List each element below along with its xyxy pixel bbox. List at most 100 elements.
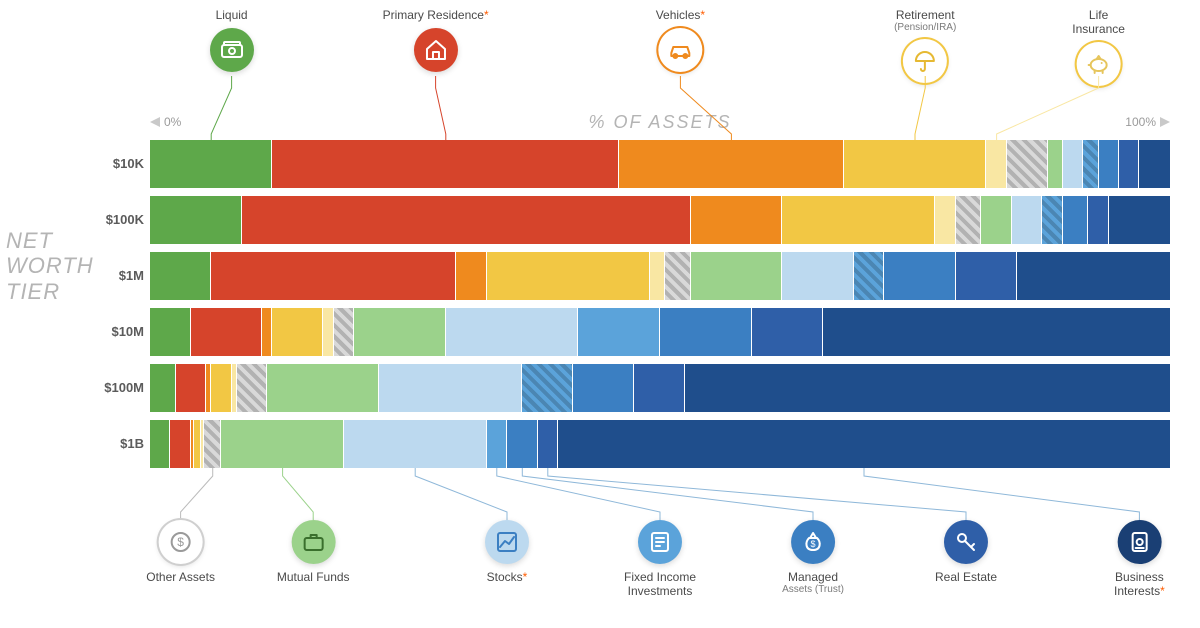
bar-row: $10K (150, 140, 1170, 188)
seg-other_hatch_base (334, 308, 354, 356)
svg-text:$: $ (810, 539, 815, 549)
seg-real_estate (956, 252, 1017, 300)
bar-row: $1M (150, 252, 1170, 300)
seg-stocks (1063, 140, 1083, 188)
seg-fixed_income (854, 252, 885, 300)
seg-fixed_income (522, 364, 573, 412)
seg-primary_residence (176, 364, 207, 412)
row-label: $1M (100, 268, 144, 283)
car-icon (658, 28, 702, 72)
seg-mutual_funds (1048, 140, 1063, 188)
svg-text:$: $ (177, 535, 184, 549)
cert-icon (638, 520, 682, 564)
seg-liquid (150, 308, 191, 356)
key-icon (944, 520, 988, 564)
seg-real_estate (634, 364, 685, 412)
piggy-icon (1077, 42, 1121, 86)
legend-label: Business Interests* (1114, 570, 1165, 598)
seg-other_hatch_base (665, 252, 691, 300)
arrow-left-icon (150, 117, 160, 127)
legend-vehicles: Vehicles* (656, 8, 705, 72)
x-axis: 0% % OF ASSETS 100% (150, 110, 1170, 134)
seg-other_hatch_base (956, 196, 982, 244)
seg-mutual_funds (267, 364, 379, 412)
seg-retirement (272, 308, 323, 356)
legend-label: Primary Residence* (383, 8, 489, 22)
seg-vehicles (456, 252, 487, 300)
seg-managed (573, 364, 634, 412)
seg-managed (507, 420, 538, 468)
bottom-legend: $ Other Assets Mutual Funds Stocks* Fixe… (150, 480, 1170, 610)
axis-left-end: 0% (150, 115, 181, 129)
legend-label: Retirement(Pension/IRA) (894, 8, 956, 33)
doc-icon (1117, 520, 1161, 564)
seg-life_insurance (935, 196, 955, 244)
seg-primary_residence (191, 308, 262, 356)
seg-real_estate (538, 420, 558, 468)
legend-label: Real Estate (935, 570, 997, 584)
seg-retirement (487, 252, 650, 300)
legend-other: $ Other Assets (146, 520, 215, 584)
legend-stocks: Stocks* (485, 520, 529, 584)
bar-row: $100K (150, 196, 1170, 244)
legend-label: Liquid (210, 8, 254, 22)
seg-mutual_funds (691, 252, 783, 300)
row-label: $100M (100, 380, 144, 395)
asset-allocation-chart: Liquid Primary Residence* Vehicles* Reti… (0, 0, 1200, 628)
seg-business (685, 364, 1170, 412)
seg-business (1139, 140, 1170, 188)
moneybag-icon: $ (791, 520, 835, 564)
seg-stocks (1012, 196, 1043, 244)
seg-liquid (150, 364, 176, 412)
seg-fixed_income (1083, 140, 1098, 188)
seg-managed (1063, 196, 1089, 244)
seg-other_hatch_base (237, 364, 268, 412)
seg-mutual_funds (354, 308, 446, 356)
legend-label: Vehicles* (656, 8, 705, 22)
seg-stocks (782, 252, 853, 300)
legend-label: Mutual Funds (277, 570, 350, 584)
seg-vehicles (262, 308, 272, 356)
coin-icon: $ (159, 520, 203, 564)
seg-business (1017, 252, 1170, 300)
seg-managed (660, 308, 752, 356)
seg-retirement (844, 140, 987, 188)
seg-life_insurance (650, 252, 665, 300)
house-icon (414, 28, 458, 72)
row-label: $100K (100, 212, 144, 227)
legend-managed: $ ManagedAssets (Trust) (782, 520, 844, 595)
legend-retirement: Retirement(Pension/IRA) (894, 8, 956, 83)
seg-primary_residence (170, 420, 190, 468)
bar-row: $100M (150, 364, 1170, 412)
seg-vehicles (691, 196, 783, 244)
seg-life_insurance (986, 140, 1006, 188)
legend-primary_residence: Primary Residence* (383, 8, 489, 72)
seg-managed (1099, 140, 1119, 188)
y-axis-label: NETWORTHTIER (6, 228, 96, 304)
seg-real_estate (1119, 140, 1139, 188)
seg-primary_residence (211, 252, 456, 300)
axis-left-label: 0% (164, 115, 181, 129)
row-label: $10K (100, 156, 144, 171)
seg-mutual_funds (981, 196, 1012, 244)
bar-row: $1B (150, 420, 1170, 468)
seg-business (1109, 196, 1170, 244)
seg-stocks (379, 364, 522, 412)
seg-primary_residence (242, 196, 691, 244)
axis-right-end: 100% (1125, 115, 1170, 129)
legend-label: Stocks* (485, 570, 529, 584)
seg-other_hatch_base (204, 420, 221, 468)
legend-business: Business Interests* (1114, 520, 1165, 598)
seg-liquid (150, 420, 170, 468)
seg-liquid (150, 140, 272, 188)
seg-retirement (211, 364, 231, 412)
legend-liquid: Liquid (210, 8, 254, 72)
legend-life_insurance: LifeInsurance (1072, 8, 1125, 86)
seg-fixed_income (487, 420, 507, 468)
seg-business (558, 420, 1170, 468)
seg-liquid (150, 252, 211, 300)
seg-fixed_income (578, 308, 660, 356)
briefcase-icon (291, 520, 335, 564)
seg-managed (884, 252, 955, 300)
row-label: $1B (100, 436, 144, 451)
